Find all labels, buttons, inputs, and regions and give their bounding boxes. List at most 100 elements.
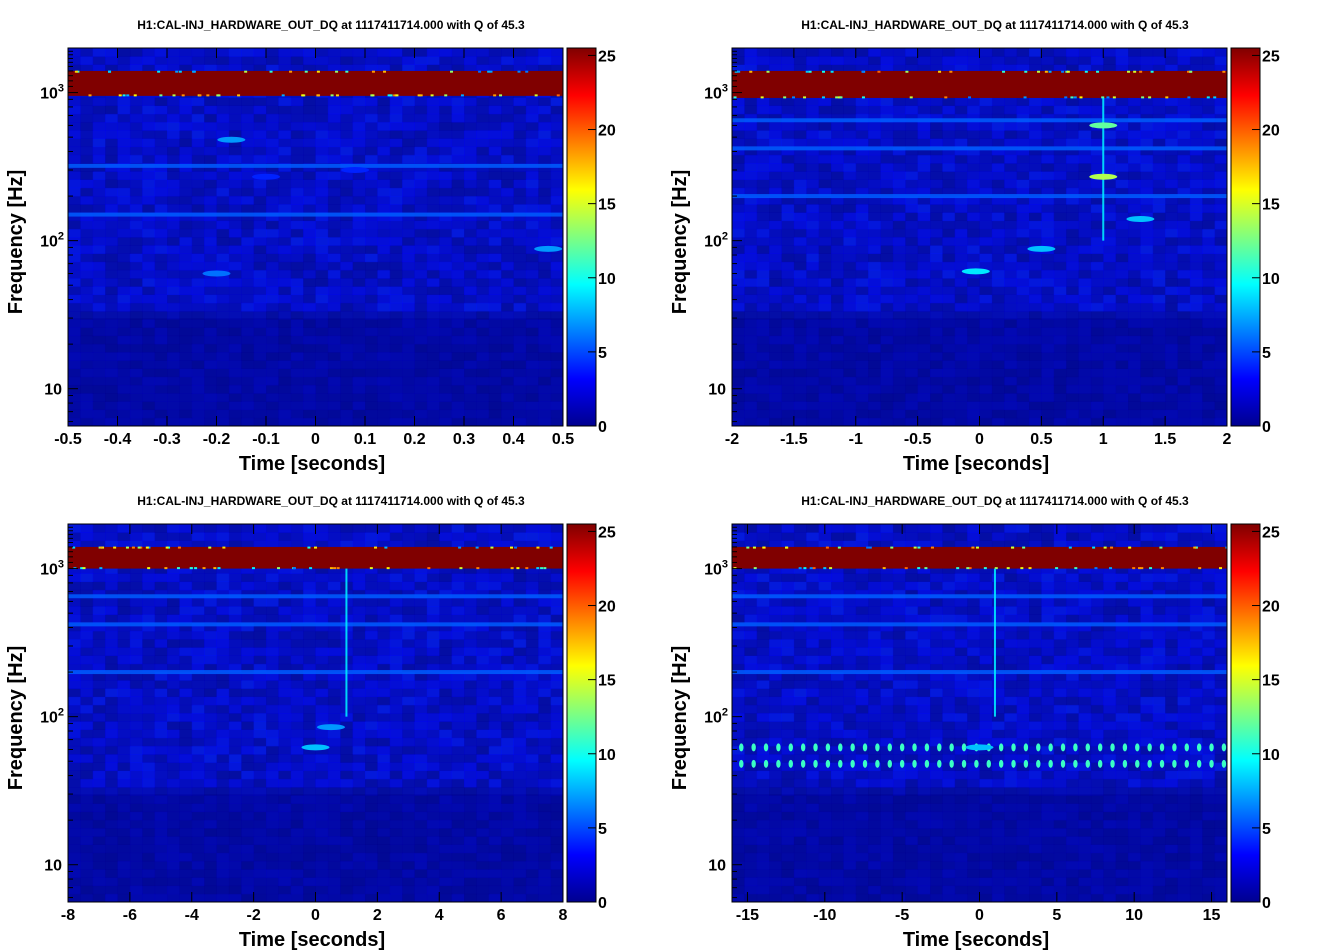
noise-cell	[179, 852, 193, 862]
noise-cell	[129, 335, 143, 345]
noise-cell	[303, 828, 316, 837]
noise-cell	[266, 212, 279, 222]
noise-cell	[451, 261, 465, 271]
noise-cell	[228, 146, 242, 156]
noise-cell	[818, 343, 832, 353]
x-tick-label: 2	[1223, 431, 1232, 448]
noise-cell	[1202, 335, 1216, 345]
band-edge-speck	[487, 70, 491, 73]
noise-cell	[818, 195, 832, 205]
noise-cell	[278, 852, 292, 862]
noise-cell	[105, 253, 118, 263]
noise-cell	[1140, 154, 1154, 164]
noise-cell	[1103, 113, 1117, 123]
noise-cell	[806, 352, 820, 361]
noise-cell	[513, 803, 527, 813]
noise-cell	[954, 294, 968, 304]
noise-cell	[68, 319, 81, 328]
noise-cell	[414, 352, 428, 361]
noise-cell	[352, 893, 366, 902]
noise-cell	[204, 754, 217, 763]
noise-cell	[68, 212, 81, 222]
band-edge-speck	[450, 70, 454, 73]
noise-cell	[1177, 368, 1191, 378]
noise-cell	[117, 836, 131, 845]
noise-cell	[315, 737, 329, 747]
noise-cell	[1041, 204, 1055, 213]
noise-cell	[154, 360, 168, 369]
noise-cell	[179, 696, 193, 706]
noise-cell	[253, 204, 267, 213]
noise-cell	[1189, 286, 1203, 296]
noise-cell	[930, 220, 943, 230]
noise-cell	[1016, 417, 1030, 426]
noise-cell	[1115, 121, 1129, 131]
noise-cell	[806, 253, 820, 263]
noise-cell	[167, 401, 180, 411]
noise-cell	[868, 220, 881, 230]
noise-cell	[389, 195, 403, 205]
noise-cell	[241, 113, 255, 123]
noise-cell	[278, 179, 292, 189]
noise-cell	[204, 713, 217, 722]
noise-cell	[129, 795, 143, 804]
noise-cell	[1115, 146, 1129, 156]
noise-cell	[818, 286, 832, 296]
noise-cell	[327, 819, 341, 829]
x-tick-label: -1.5	[780, 431, 808, 448]
energy-blob	[1089, 173, 1118, 180]
noise-cell	[129, 860, 143, 870]
noise-cell	[315, 302, 329, 312]
noise-cell	[451, 146, 465, 156]
noise-cell	[278, 245, 292, 254]
noise-cell	[868, 294, 881, 304]
noise-cell	[179, 294, 193, 304]
noise-cell	[831, 401, 844, 411]
noise-cell	[204, 869, 217, 878]
noise-cell	[1016, 360, 1030, 369]
noise-cell	[550, 360, 563, 369]
noise-cell	[228, 105, 242, 115]
noise-cell	[917, 393, 931, 402]
noise-cell	[365, 713, 378, 722]
noise-cell	[340, 138, 354, 148]
band-edge-speck	[835, 96, 839, 99]
noise-cell	[167, 754, 180, 763]
noise-cell	[831, 302, 844, 312]
noise-cell	[105, 237, 118, 246]
noise-cell	[967, 327, 980, 337]
noise-cell	[426, 762, 440, 772]
noise-cell	[732, 113, 745, 123]
noise-cell	[1066, 245, 1079, 254]
noise-cell	[377, 130, 391, 139]
noise-cell	[241, 343, 255, 353]
noise-cell	[253, 811, 267, 821]
noise-cell	[1189, 261, 1203, 271]
noise-cell	[389, 786, 403, 796]
noise-cell	[1066, 302, 1079, 312]
noise-cell	[92, 138, 106, 148]
noise-cell	[68, 376, 81, 386]
noise-cell	[129, 786, 143, 796]
noise-cell	[117, 893, 131, 902]
noise-cell	[843, 163, 857, 172]
noise-cell	[253, 384, 267, 394]
noise-cell	[843, 245, 857, 254]
noise-cell	[377, 704, 391, 714]
noise-cell	[278, 319, 292, 328]
noise-cell	[290, 819, 304, 829]
noise-cell	[327, 754, 341, 763]
band-edge-speck	[803, 96, 807, 99]
noise-cell	[414, 836, 428, 845]
noise-cell	[1165, 384, 1178, 394]
noise-cell	[513, 294, 527, 304]
noise-cell	[513, 220, 527, 230]
noise-cell	[880, 163, 894, 172]
noise-cell	[290, 130, 304, 139]
noise-cell	[917, 154, 931, 164]
noise-cell	[303, 48, 316, 57]
noise-cell	[426, 220, 440, 230]
noise-cell	[278, 56, 292, 65]
noise-cell	[1004, 278, 1018, 287]
noise-cell	[439, 885, 453, 895]
